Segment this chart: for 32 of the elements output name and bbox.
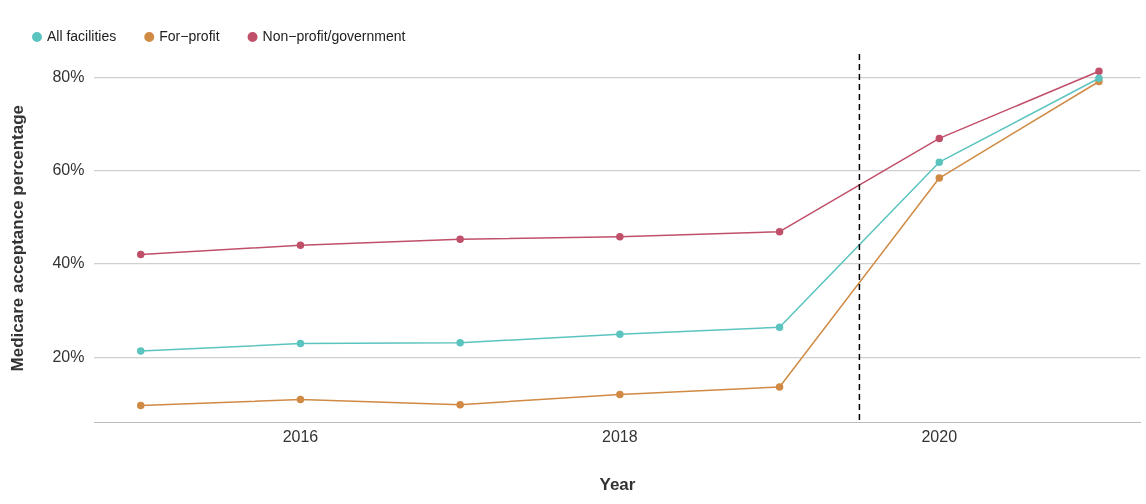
x-tick-label: 2018 <box>602 428 638 446</box>
point <box>935 134 944 143</box>
point <box>616 330 624 339</box>
point <box>296 395 305 404</box>
y-axis-title: Medicare acceptance percentage <box>7 104 27 372</box>
x-tick-label: 2020 <box>921 428 958 446</box>
point <box>1095 67 1103 75</box>
point <box>1095 74 1103 82</box>
x-axis-title: Year <box>599 475 636 495</box>
y-tick-label: 60% <box>52 160 85 178</box>
point <box>935 174 944 182</box>
point <box>775 227 784 236</box>
y-tick-label: 20% <box>52 347 85 365</box>
legend-label: All facilities <box>47 27 117 44</box>
point <box>775 383 784 391</box>
legend-label: Non−profit/government <box>262 27 406 44</box>
x-tick-label: 2016 <box>282 428 319 446</box>
y-tick-label: 40% <box>52 254 85 272</box>
point <box>296 241 305 249</box>
point <box>136 347 145 355</box>
point <box>456 235 464 243</box>
point <box>775 323 784 332</box>
y-tick-label: 80% <box>52 67 85 85</box>
legend-label: For−profit <box>159 27 220 44</box>
point <box>136 401 145 410</box>
point <box>616 390 624 399</box>
point <box>935 158 944 166</box>
point <box>616 233 624 241</box>
point <box>456 400 464 409</box>
point <box>296 339 305 348</box>
point <box>136 250 145 259</box>
point <box>456 338 464 347</box>
